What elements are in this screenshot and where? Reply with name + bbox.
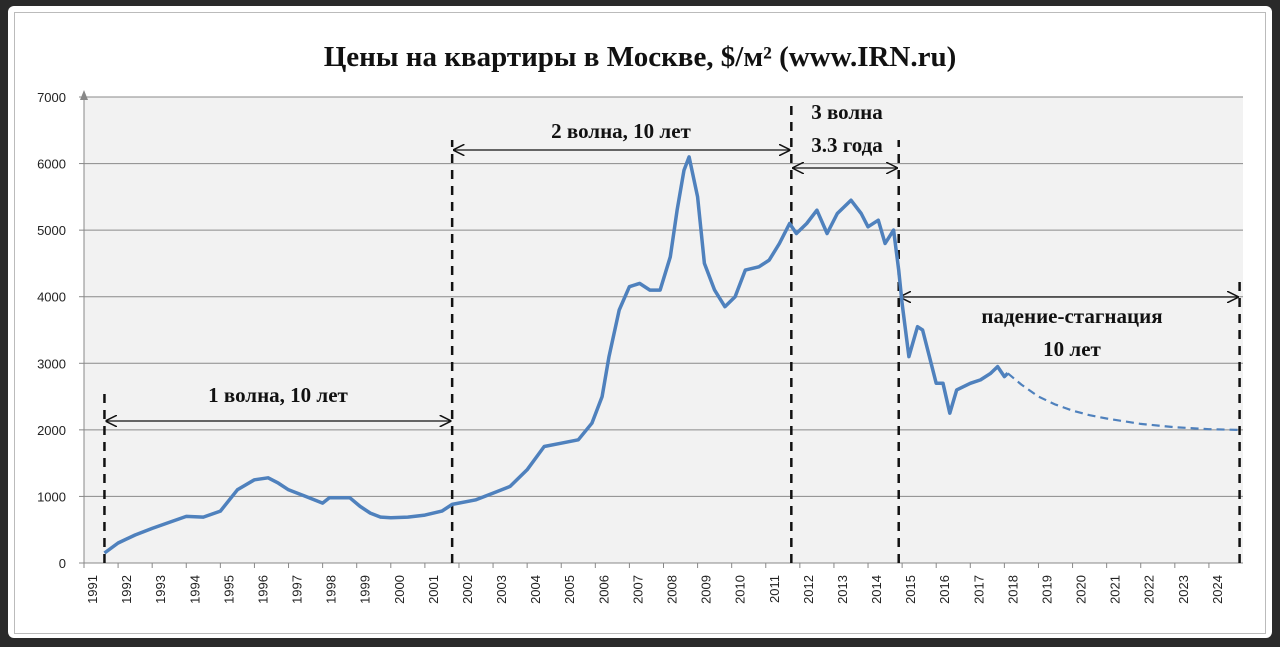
x-tick-label: 2007 bbox=[630, 575, 645, 604]
x-tick-label: 1992 bbox=[119, 575, 134, 604]
x-tick-label: 2014 bbox=[869, 575, 884, 604]
y-tick-label: 0 bbox=[59, 556, 66, 571]
x-tick-label: 2023 bbox=[1176, 575, 1191, 604]
chart-title: Цены на квартиры в Москве, $/м² (www.IRN… bbox=[324, 41, 957, 73]
x-tick-label: 2005 bbox=[562, 575, 577, 604]
x-tick-label: 2011 bbox=[767, 575, 782, 603]
y-tick-label: 5000 bbox=[37, 223, 66, 238]
chart-frame bbox=[14, 12, 1266, 634]
y-tick-label: 2000 bbox=[37, 423, 66, 438]
x-tick-label: 2006 bbox=[596, 575, 611, 604]
annotation-fall-line1: падение-стагнация bbox=[981, 304, 1162, 328]
x-tick-label: 2017 bbox=[971, 575, 986, 604]
x-tick-label: 1994 bbox=[187, 575, 202, 604]
x-tick-label: 2004 bbox=[528, 575, 543, 604]
x-tick-label: 2016 bbox=[937, 575, 952, 604]
forecast-line bbox=[1007, 372, 1240, 431]
x-tick-label: 1993 bbox=[153, 575, 168, 604]
x-tick-label: 1999 bbox=[358, 575, 373, 604]
x-tick-label: 1997 bbox=[290, 575, 305, 604]
x-tick-label: 2008 bbox=[665, 575, 680, 604]
x-tick-label: 2015 bbox=[903, 575, 918, 604]
x-tick-label: 2009 bbox=[699, 575, 714, 604]
x-tick-label: 2020 bbox=[1074, 575, 1089, 604]
annotation-wave2: 2 волна, 10 лет bbox=[551, 119, 691, 143]
x-tick-label: 2022 bbox=[1142, 575, 1157, 604]
plot-area bbox=[84, 97, 1243, 563]
y-tick-label: 6000 bbox=[37, 157, 66, 172]
y-tick-label: 1000 bbox=[37, 489, 66, 504]
annotation-wave3-line1: 3 волна bbox=[811, 100, 883, 124]
x-tick-label: 2024 bbox=[1210, 575, 1225, 604]
x-tick-label: 2018 bbox=[1005, 575, 1020, 604]
x-tick-label: 2003 bbox=[494, 575, 509, 604]
x-tick-label: 2000 bbox=[392, 575, 407, 604]
x-tick-label: 2010 bbox=[733, 575, 748, 604]
annotation-fall-line2: 10 лет bbox=[1043, 337, 1101, 361]
x-tick-label: 1991 bbox=[85, 575, 100, 604]
y-tick-label: 4000 bbox=[37, 290, 66, 305]
x-tick-label: 1996 bbox=[255, 575, 270, 604]
x-tick-label: 1998 bbox=[324, 575, 339, 604]
x-tick-label: 2012 bbox=[801, 575, 816, 604]
annotation-wave3-line2: 3.3 года bbox=[811, 133, 883, 157]
y-tick-label: 7000 bbox=[37, 90, 66, 105]
annotation-wave1: 1 волна, 10 лет bbox=[208, 383, 348, 407]
y-axis-arrow-icon bbox=[80, 90, 88, 100]
x-tick-label: 1995 bbox=[221, 575, 236, 604]
y-tick-label: 3000 bbox=[37, 356, 66, 371]
price-line bbox=[103, 155, 1010, 555]
x-tick-label: 2013 bbox=[835, 575, 850, 604]
x-tick-label: 2002 bbox=[460, 575, 475, 604]
x-tick-label: 2019 bbox=[1039, 575, 1054, 604]
x-tick-label: 2021 bbox=[1108, 575, 1123, 604]
x-tick-label: 2001 bbox=[426, 575, 441, 604]
